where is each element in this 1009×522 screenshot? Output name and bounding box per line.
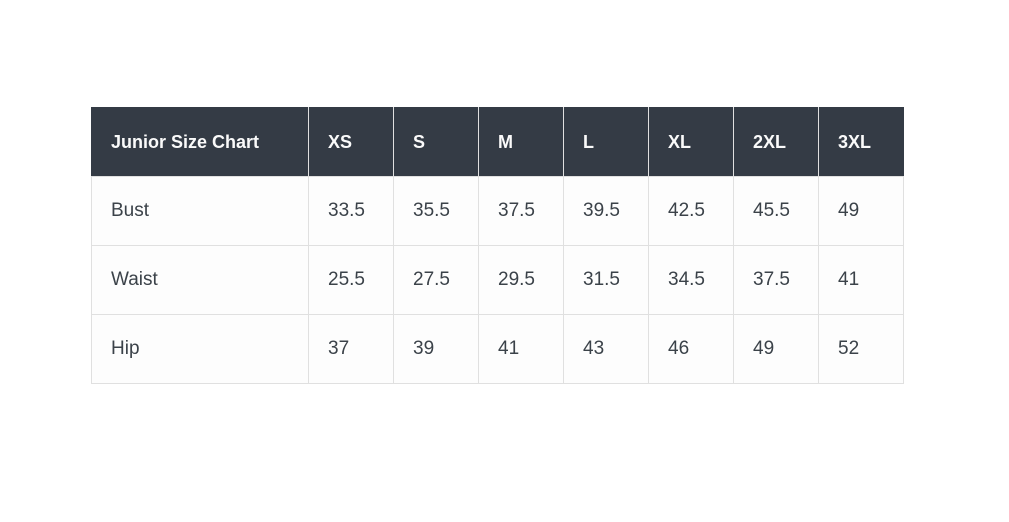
- hip-xl-value: 46: [648, 314, 734, 384]
- bust-xl-value: 42.5: [648, 176, 734, 246]
- row-label-waist: Waist: [91, 245, 309, 315]
- header-row: Junior Size Chart XS S M L XL 2XL 3XL: [91, 107, 904, 177]
- hip-xs-value: 37: [308, 314, 394, 384]
- bust-xs-value: 33.5: [308, 176, 394, 246]
- waist-2xl-value: 37.5: [733, 245, 819, 315]
- hip-l-value: 43: [563, 314, 649, 384]
- waist-xl-value: 34.5: [648, 245, 734, 315]
- waist-s-value: 27.5: [393, 245, 479, 315]
- size-chart-container: Junior Size Chart XS S M L XL 2XL 3XL Bu…: [91, 107, 904, 384]
- bust-2xl-value: 45.5: [733, 176, 819, 246]
- row-label-hip: Hip: [91, 314, 309, 384]
- bust-l-value: 39.5: [563, 176, 649, 246]
- bust-s-value: 35.5: [393, 176, 479, 246]
- bust-m-value: 37.5: [478, 176, 564, 246]
- junior-size-chart-table: Junior Size Chart XS S M L XL 2XL 3XL Bu…: [91, 107, 904, 384]
- table-row-hip: Hip 37 39 41 43 46 49 52: [91, 314, 904, 384]
- header-cell-3xl: 3XL: [818, 107, 904, 177]
- table-title-cell: Junior Size Chart: [91, 107, 309, 177]
- header-cell-xs: XS: [308, 107, 394, 177]
- hip-s-value: 39: [393, 314, 479, 384]
- waist-m-value: 29.5: [478, 245, 564, 315]
- hip-2xl-value: 49: [733, 314, 819, 384]
- header-cell-s: S: [393, 107, 479, 177]
- row-label-bust: Bust: [91, 176, 309, 246]
- hip-m-value: 41: [478, 314, 564, 384]
- header-cell-2xl: 2XL: [733, 107, 819, 177]
- header-cell-l: L: [563, 107, 649, 177]
- header-cell-xl: XL: [648, 107, 734, 177]
- waist-l-value: 31.5: [563, 245, 649, 315]
- waist-3xl-value: 41: [818, 245, 904, 315]
- hip-3xl-value: 52: [818, 314, 904, 384]
- table-row-waist: Waist 25.5 27.5 29.5 31.5 34.5 37.5 41: [91, 245, 904, 315]
- header-cell-m: M: [478, 107, 564, 177]
- table-row-bust: Bust 33.5 35.5 37.5 39.5 42.5 45.5 49: [91, 176, 904, 246]
- bust-3xl-value: 49: [818, 176, 904, 246]
- waist-xs-value: 25.5: [308, 245, 394, 315]
